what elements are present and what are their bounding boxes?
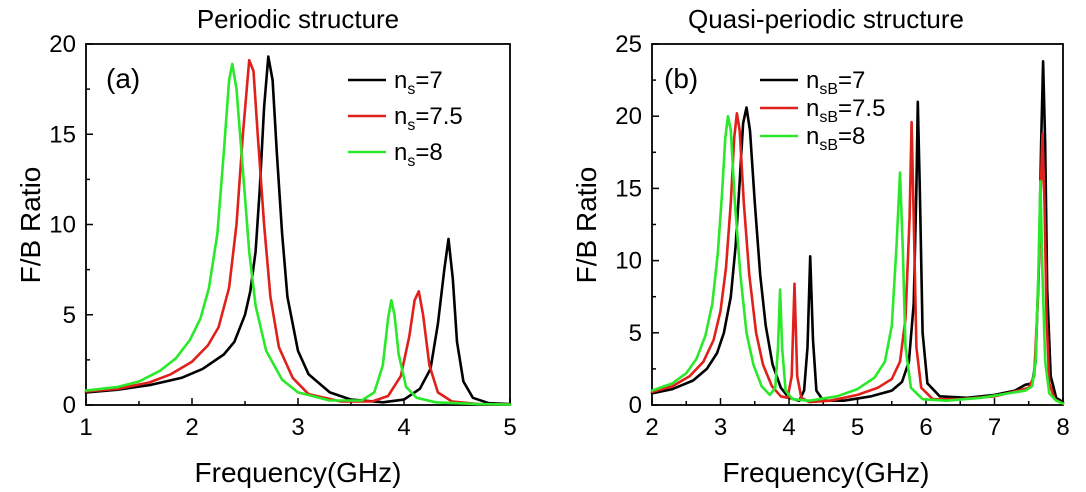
x-tick-label: 5 xyxy=(851,414,864,441)
series-line xyxy=(84,62,512,406)
legend-name: n xyxy=(806,95,819,122)
y-tick-label: 20 xyxy=(49,31,76,58)
chart-title: Quasi-periodic structure xyxy=(688,4,964,34)
series-layer xyxy=(84,55,512,406)
legend-name: n xyxy=(394,139,407,166)
legend-entry: nsB=7 xyxy=(806,67,865,98)
legend-subscript: sB xyxy=(819,81,838,98)
x-tick-label: 4 xyxy=(397,414,410,441)
legend-name: n xyxy=(806,123,819,150)
series-line xyxy=(84,58,512,406)
y-tick-label: 0 xyxy=(629,392,642,419)
axis-ticks: 2 3 4 5 6 7 8 0 5 10 15 20 25 xyxy=(615,31,1069,441)
series-line xyxy=(650,114,1065,405)
y-tick-label: 5 xyxy=(629,320,642,347)
legend-subscript: sB xyxy=(819,137,838,154)
y-tick-label: 5 xyxy=(63,302,76,329)
x-tick-label: 5 xyxy=(503,414,516,441)
x-tick-label: 1 xyxy=(79,414,92,441)
legend-value: =7.5 xyxy=(415,103,462,130)
legend-name: n xyxy=(394,103,407,130)
legend-value: =8 xyxy=(838,123,865,150)
legend-subscript: s xyxy=(407,153,415,170)
chart-periodic-structure: Periodic structure (a) Frequency(GHz) F/… xyxy=(15,4,517,488)
x-tick-label: 6 xyxy=(919,414,932,441)
x-tick-label: 4 xyxy=(782,414,795,441)
legend-entry: ns=7 xyxy=(394,67,443,98)
legend-value: =8 xyxy=(415,139,442,166)
series-line xyxy=(84,55,512,406)
legend-name: n xyxy=(394,67,407,94)
x-tick-label: 2 xyxy=(645,414,658,441)
legend-value: =7 xyxy=(838,67,865,94)
panel-label: (a) xyxy=(106,63,140,94)
x-tick-label: 3 xyxy=(291,414,304,441)
legend-subscript: sB xyxy=(819,109,838,126)
legend-name: n xyxy=(806,67,819,94)
y-axis-label: F/B Ratio xyxy=(15,167,46,284)
legend-entry: ns=8 xyxy=(394,139,443,170)
x-tick-label: 2 xyxy=(185,414,198,441)
legend-entry: ns=7.5 xyxy=(394,103,463,134)
y-tick-label: 15 xyxy=(615,175,642,202)
y-tick-label: 15 xyxy=(49,121,76,148)
y-tick-label: 20 xyxy=(615,103,642,130)
x-tick-label: 3 xyxy=(714,414,727,441)
chart-quasi-periodic-structure: Quasi-periodic structure (b) Frequency(G… xyxy=(571,4,1070,488)
legend-subscript: s xyxy=(407,81,415,98)
legend-subscript: s xyxy=(407,117,415,134)
legend-entry: nsB=8 xyxy=(806,123,865,154)
y-tick-label: 10 xyxy=(49,212,76,239)
axis-ticks: 1 2 3 4 5 0 5 10 15 20 xyxy=(49,31,516,441)
y-tick-label: 10 xyxy=(615,248,642,275)
series-layer xyxy=(650,59,1065,405)
x-tick-label: 7 xyxy=(988,414,1001,441)
x-axis-label: Frequency(GHz) xyxy=(195,457,402,488)
x-tick-label: 8 xyxy=(1056,414,1069,441)
panel-label: (b) xyxy=(664,63,698,94)
y-tick-label: 0 xyxy=(63,392,76,419)
legend-value: =7 xyxy=(415,67,442,94)
chart-title: Periodic structure xyxy=(197,4,399,34)
legend-value: =7.5 xyxy=(838,95,885,122)
legend-entry: nsB=7.5 xyxy=(806,95,885,126)
y-tick-label: 25 xyxy=(615,31,642,58)
legend: ns=7ns=7.5ns=8 xyxy=(348,67,463,170)
x-axis-label: Frequency(GHz) xyxy=(723,457,930,488)
y-axis-label: F/B Ratio xyxy=(571,167,602,284)
